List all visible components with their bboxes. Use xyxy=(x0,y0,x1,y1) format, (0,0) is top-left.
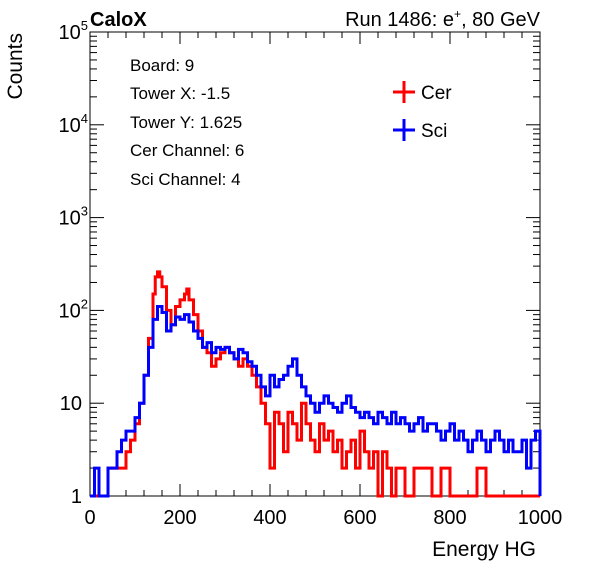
legend-sci-label: Sci xyxy=(421,121,447,142)
y-tick-label: 102 xyxy=(59,296,88,322)
info-tower-y: Tower Y: 1.625 xyxy=(130,113,242,132)
plot-frame xyxy=(89,31,541,497)
calox-label: CaloX xyxy=(90,9,147,31)
info-box: Board: 9 Tower X: -1.5 Tower Y: 1.625 Ce… xyxy=(130,56,244,189)
x-tick-label: 1000 xyxy=(518,507,563,529)
run-label-sup: + xyxy=(454,7,461,21)
legend-cer-label: Cer xyxy=(421,83,452,104)
x-tick-label: 800 xyxy=(433,507,466,529)
series-sci-line xyxy=(90,305,542,498)
info-sci-channel: Sci Channel: 4 xyxy=(130,170,241,189)
y-tick-label: 105 xyxy=(59,18,88,44)
y-tick-label: 1 xyxy=(71,486,82,508)
y-tick-label: 104 xyxy=(59,111,88,137)
x-axis-title: Energy HG xyxy=(432,538,536,561)
info-board: Board: 9 xyxy=(130,56,194,75)
info-cer-channel: Cer Channel: 6 xyxy=(130,141,244,160)
y-axis-title: Counts xyxy=(4,33,27,100)
y-tick-label: 10 xyxy=(60,393,82,415)
run-label-suffix: , 80 GeV xyxy=(461,9,541,31)
run-label: Run 1486: e+, 80 GeV xyxy=(345,7,541,31)
info-tower-x: Tower X: -1.5 xyxy=(130,84,230,103)
run-label-prefix: Run 1486: e xyxy=(345,9,454,31)
x-tick-label: 600 xyxy=(343,507,376,529)
x-tick-label: 200 xyxy=(163,507,196,529)
x-tick-label: 400 xyxy=(253,507,286,529)
series-cer-line xyxy=(90,270,540,498)
y-tick-label: 103 xyxy=(59,204,88,230)
x-tick-label: 0 xyxy=(84,507,95,529)
